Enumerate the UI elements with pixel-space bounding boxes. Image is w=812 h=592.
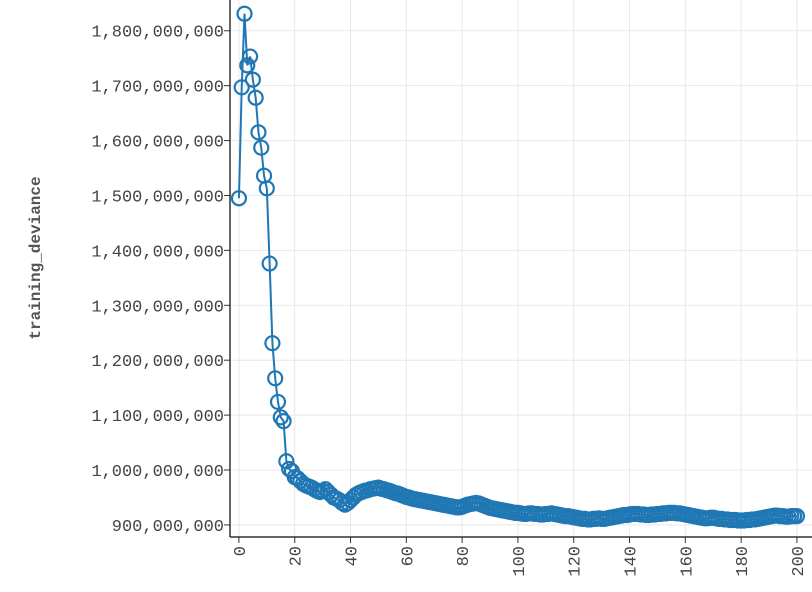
x-tick-label: 160 <box>678 546 697 577</box>
point <box>250 124 267 141</box>
x-tick-label: 80 <box>455 546 474 566</box>
y-tick-label: 1,200,000,000 <box>91 353 224 372</box>
point <box>269 393 287 411</box>
y-tick-label: 1,100,000,000 <box>91 408 224 427</box>
y-tick-label: 1,800,000,000 <box>91 24 224 43</box>
point <box>253 139 270 156</box>
point <box>239 57 256 74</box>
x-tick-label: 40 <box>344 546 363 566</box>
point <box>281 460 298 478</box>
point <box>267 370 284 387</box>
point <box>261 255 278 272</box>
x-tick-label: 140 <box>623 546 642 577</box>
y-tick-label: 1,000,000,000 <box>91 463 224 482</box>
point <box>317 481 334 498</box>
y-tick-label: 1,300,000,000 <box>91 298 224 317</box>
point <box>264 335 281 352</box>
x-tick-label: 20 <box>288 546 307 566</box>
point <box>275 413 292 430</box>
y-tick-label: 1,500,000,000 <box>91 188 224 207</box>
point <box>230 190 248 207</box>
point <box>241 48 259 65</box>
y-tick-label: 1,400,000,000 <box>91 243 224 262</box>
x-tick-label: 180 <box>734 546 753 577</box>
point <box>236 5 253 22</box>
point <box>247 89 264 106</box>
grid <box>230 0 812 537</box>
point <box>272 409 289 426</box>
axes: 900,000,000 1,000,000,000 1,100,000,000 1,2… <box>91 24 809 577</box>
x-tick-label: 120 <box>567 546 586 577</box>
x-tick-label: 0 <box>232 546 251 556</box>
point <box>258 180 275 197</box>
y-tick-label: 1,700,000,000 <box>91 79 224 98</box>
point <box>233 79 250 96</box>
x-tick-label: 60 <box>399 546 418 566</box>
x-tick-label: 200 <box>790 546 809 577</box>
x-tick-label: 100 <box>511 546 530 577</box>
point <box>339 494 356 512</box>
y-axis-title: training_deviance <box>27 176 45 339</box>
y-tick-label: 1,600,000,000 <box>91 134 224 153</box>
plot-area <box>230 5 806 529</box>
point <box>244 71 261 88</box>
point <box>788 508 806 525</box>
y-tick-label: 900,000,000 <box>112 518 224 537</box>
